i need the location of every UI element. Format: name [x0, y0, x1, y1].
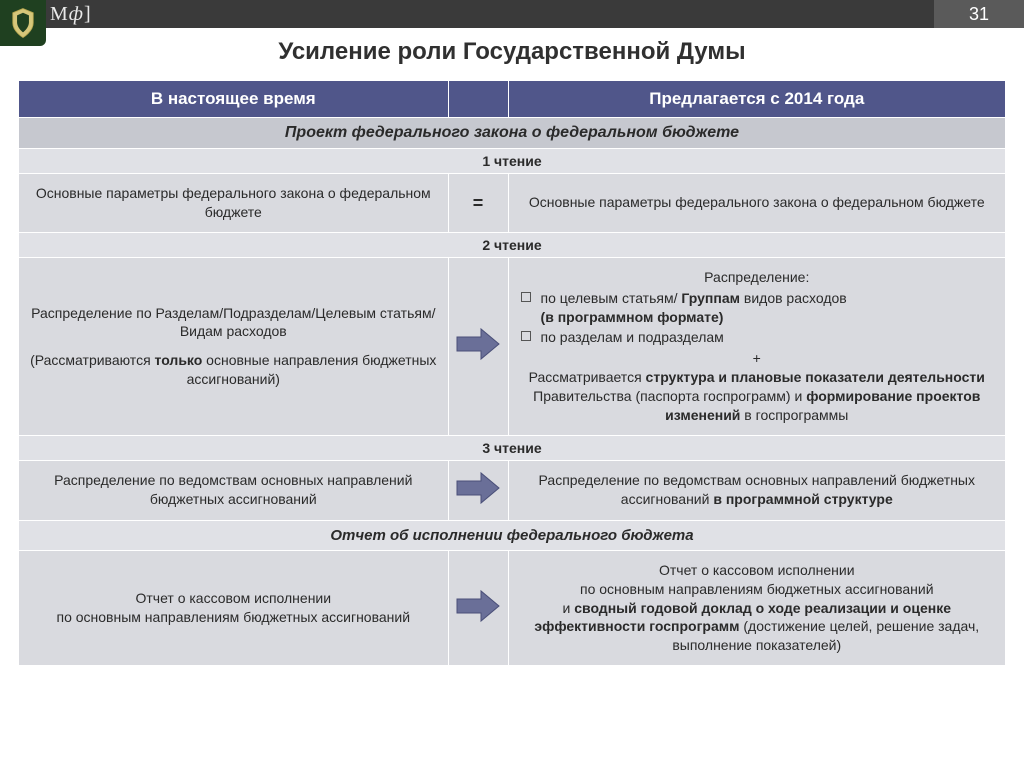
r4-right-line3: и сводный годовой доклад о ходе реализац… — [515, 599, 999, 656]
r2-left-p1: Распределение по Разделам/Подразделам/Це… — [25, 304, 442, 342]
reading1: 1 чтение — [19, 149, 1006, 174]
r3-right: Распределение по ведомствам основных нап… — [508, 460, 1005, 520]
r2-pa: Рассматривается — [529, 369, 646, 385]
r1-equals-cell: = — [448, 174, 508, 233]
reading2: 2 чтение — [19, 232, 1006, 257]
r2-right: Распределение: по целевым статьям/ Групп… — [508, 257, 1005, 435]
r3-right-b: в программной структуре — [713, 491, 892, 507]
r2-left-p2a: (Рассматриваются — [30, 352, 154, 368]
row-reading1: Основные параметры федерального закона о… — [19, 174, 1006, 233]
r2-pc: Правительства (паспорта госпрограмм) и — [533, 388, 806, 404]
header-right: Предлагается с 2014 года — [508, 81, 1005, 118]
r1-right: Основные параметры федерального закона о… — [508, 174, 1005, 233]
r3-arrow-cell — [448, 460, 508, 520]
r1-left: Основные параметры федерального закона о… — [19, 174, 449, 233]
r4-right: Отчет о кассовом исполнении по основным … — [508, 550, 1005, 665]
r2-b2: по разделам и подразделам — [541, 329, 724, 345]
subheader-reading3: 3 чтение — [19, 435, 1006, 460]
r2-b1d: (в программном формате) — [541, 309, 724, 325]
r4-arrow-cell — [448, 550, 508, 665]
r4-right-a: Отчет о кассовом исполнении — [515, 561, 999, 580]
r4-right-c: и — [563, 600, 575, 616]
r2-right-p: Рассматривается структура и плановые пок… — [515, 368, 999, 425]
r2-bullet1: по целевым статьям/ Группам видов расход… — [519, 289, 993, 327]
brand-m: М — [50, 3, 69, 25]
comparison-table: В настоящее время Предлагается с 2014 го… — [18, 80, 1006, 666]
r2-b1b: Группам — [681, 290, 740, 306]
brand-bracket: ] — [84, 3, 92, 25]
r2-b1a: по целевым статьям/ — [541, 290, 682, 306]
r3-left: Распределение по ведомствам основных нап… — [19, 460, 449, 520]
r2-left-p2c: основные направления бюджетных ассигнова… — [187, 352, 437, 387]
section-report: Отчет об исполнении федерального бюджета — [19, 520, 1006, 550]
crest-icon — [0, 0, 46, 46]
section-row-report: Отчет об исполнении федерального бюджета — [19, 520, 1006, 550]
brand-phi: ф — [69, 3, 84, 25]
page-title: Усиление роли Государственной Думы — [0, 28, 1024, 80]
row-reading2: Распределение по Разделам/Подразделам/Це… — [19, 257, 1006, 435]
header-gap — [448, 81, 508, 118]
brand: Мф] — [50, 3, 92, 26]
r2-left-p2b: только — [155, 352, 203, 368]
page-number-box: 31 — [934, 0, 1024, 28]
arrow-right-icon — [455, 471, 501, 510]
row-reading3: Распределение по ведомствам основных нап… — [19, 460, 1006, 520]
section-project: Проект федерального закона о федеральном… — [19, 118, 1006, 149]
r2-b1c: видов расходов — [740, 290, 847, 306]
checkbox-icon — [521, 331, 531, 341]
r2-left: Распределение по Разделам/Подразделам/Це… — [19, 257, 449, 435]
checkbox-icon — [521, 292, 531, 302]
r2-arrow-cell — [448, 257, 508, 435]
r2-right-title: Распределение: — [515, 268, 999, 287]
r2-plus: + — [515, 349, 999, 368]
top-bar: Мф] 31 — [0, 0, 1024, 28]
section-row-project: Проект федерального закона о федеральном… — [19, 118, 1006, 149]
r4-right-b: по основным направлениям бюджетных ассиг… — [515, 580, 999, 599]
r4-left: Отчет о кассовом исполнении по основным … — [19, 550, 449, 665]
r2-pe: в госпрограммы — [740, 407, 848, 423]
r2-bullet2: по разделам и подразделам — [519, 328, 993, 347]
r4-left-a: Отчет о кассовом исполнении — [25, 589, 442, 608]
equals-sign: = — [473, 193, 484, 213]
r2-right-bullets: по целевым статьям/ Группам видов расход… — [515, 289, 999, 348]
arrow-right-icon — [455, 327, 501, 366]
header-left: В настоящее время — [19, 81, 449, 118]
page-number: 31 — [969, 4, 989, 25]
r4-left-b: по основным направлениям бюджетных ассиг… — [25, 608, 442, 627]
row-report: Отчет о кассовом исполнении по основным … — [19, 550, 1006, 665]
r2-left-p2: (Рассматриваются только основные направл… — [25, 351, 442, 389]
reading3: 3 чтение — [19, 435, 1006, 460]
subheader-reading2: 2 чтение — [19, 232, 1006, 257]
subheader-reading1: 1 чтение — [19, 149, 1006, 174]
table-header-row: В настоящее время Предлагается с 2014 го… — [19, 81, 1006, 118]
r2-pb: структура и плановые показатели деятельн… — [646, 369, 985, 385]
arrow-right-icon — [455, 589, 501, 628]
